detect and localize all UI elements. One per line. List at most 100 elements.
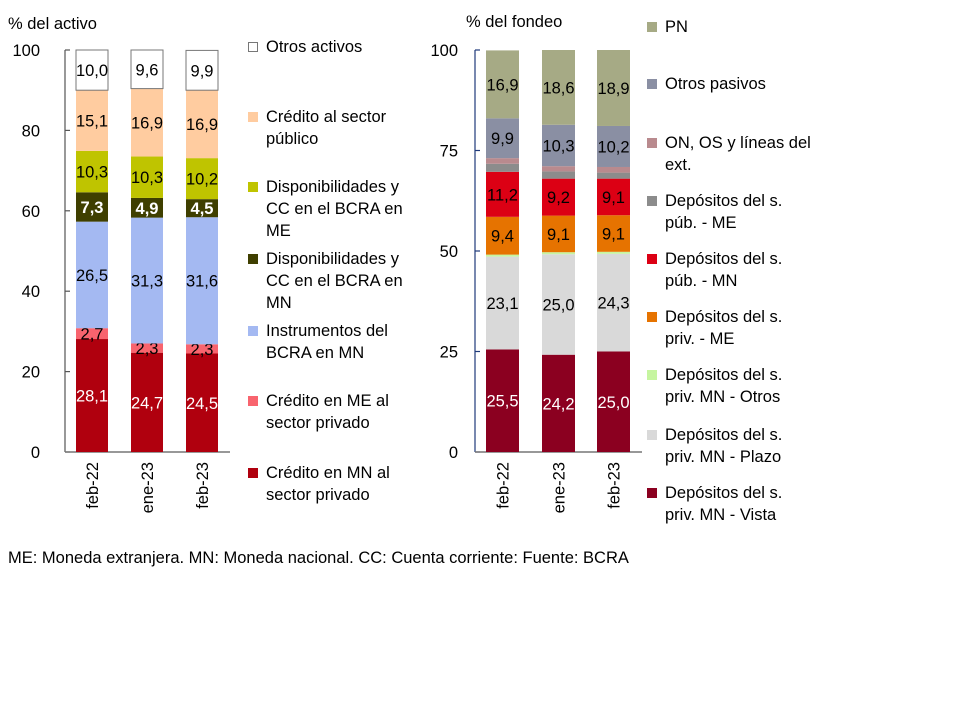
bar-segment <box>597 351 630 452</box>
y-tick-label: 50 <box>440 243 458 261</box>
bar-segment <box>597 172 630 179</box>
data-label: 10,3 <box>131 169 163 187</box>
x-tick-label: feb-22 <box>495 462 513 509</box>
bar-segment <box>76 328 108 340</box>
y-tick-label: 100 <box>430 42 458 60</box>
bar-segment <box>597 215 630 252</box>
data-label: 26,5 <box>76 267 108 285</box>
legend-label: PN <box>665 18 688 36</box>
legend-swatch <box>248 182 258 192</box>
legend-label: Crédito al sector público <box>266 108 387 148</box>
legend-swatch <box>647 196 657 206</box>
data-label: 16,9 <box>131 115 163 133</box>
bar-segment <box>186 90 218 159</box>
legend-swatch <box>647 254 657 264</box>
data-label: 23,1 <box>486 295 518 313</box>
legend-label: Disponibilidades y CC en el BCRA en MN <box>266 250 403 312</box>
legend-swatch <box>647 370 657 380</box>
bar-segment <box>186 158 218 200</box>
data-label: 9,4 <box>491 228 514 246</box>
legend-label: ON, OS y líneas del ext. <box>665 134 811 174</box>
bar-segment <box>486 50 519 119</box>
data-label: 10,3 <box>76 164 108 182</box>
data-label: 10,2 <box>597 138 629 156</box>
bar-segment <box>486 256 519 350</box>
data-label: 31,6 <box>186 273 218 291</box>
bar-segment <box>486 254 519 257</box>
data-label: 10,0 <box>76 62 108 80</box>
bar-segment <box>131 197 163 218</box>
data-label: 16,9 <box>186 116 218 134</box>
y-tick-label: 0 <box>449 444 458 462</box>
bar-segment <box>542 354 575 452</box>
legend-swatch <box>647 79 657 89</box>
bar-segment <box>76 192 108 222</box>
bar-segment <box>131 343 163 353</box>
bar-segment <box>186 199 218 218</box>
legend-swatch <box>248 254 258 264</box>
legend-swatch <box>248 326 258 336</box>
data-label: 7,3 <box>81 199 104 217</box>
x-tick-label: feb-23 <box>194 462 212 509</box>
y-tick-label: 80 <box>22 122 40 140</box>
bar-segment <box>76 221 108 329</box>
data-label: 28,1 <box>76 388 108 406</box>
fondeo-chart: % del fondeo 0 25 50 75 100 25,5 23,1 9,4 11,2 9,9… <box>430 13 642 513</box>
legend-label: Depósitos del s. priv. MN - Vista <box>665 484 783 524</box>
bar-segment <box>186 344 218 354</box>
data-label: 24,5 <box>186 395 218 413</box>
data-label: 2,3 <box>191 341 214 359</box>
bar-segment <box>542 171 575 179</box>
bar-segment <box>542 166 575 172</box>
bar-segment <box>76 150 108 193</box>
y-tick-label: 25 <box>440 344 458 362</box>
data-label: 10,2 <box>186 171 218 189</box>
legend-swatch <box>248 42 258 52</box>
y-tick-label: 75 <box>440 143 458 161</box>
data-label: 24,2 <box>542 395 574 413</box>
legend-label: Depósitos del s. priv. MN - Plazo <box>665 426 783 466</box>
x-tick-label: feb-22 <box>84 462 102 509</box>
data-label: 25,5 <box>486 393 518 411</box>
y-axis-title: % del fondeo <box>466 13 562 31</box>
x-tick-label: ene-23 <box>139 462 157 513</box>
x-tick-label: ene-23 <box>551 462 569 513</box>
data-label: 9,2 <box>547 189 570 207</box>
data-label: 2,7 <box>81 326 104 344</box>
legend-swatch <box>248 112 258 122</box>
bar-segment <box>185 49 219 91</box>
data-label: 9,1 <box>602 226 625 244</box>
legend-swatch <box>647 22 657 32</box>
legend-label: Instrumentos del BCRA en MN <box>266 322 388 362</box>
y-tick-label: 60 <box>22 203 40 221</box>
legend-label: Otros activos <box>266 38 363 56</box>
data-label: 10,3 <box>542 137 574 155</box>
y-tick-label: 100 <box>12 42 40 60</box>
bar-segment <box>186 353 218 452</box>
data-label: 25,0 <box>542 296 574 314</box>
bar-segment <box>542 254 575 355</box>
bar-segment <box>76 339 108 452</box>
bar-segment <box>597 253 630 352</box>
y-tick-label: 0 <box>31 444 40 462</box>
data-label: 24,7 <box>131 394 163 412</box>
legend-label: Depósitos del s. púb. - ME <box>665 192 783 232</box>
bar-segment <box>597 166 630 173</box>
legend-swatch <box>647 138 657 148</box>
legend-label: Otros pasivos <box>665 75 766 93</box>
charts-canvas: % del activo 0 20 40 60 80 100 28,1 2,7 26,5 7,3 10… <box>8 13 642 513</box>
data-label: 25,0 <box>597 394 629 412</box>
legend-swatch <box>248 396 258 406</box>
bar-segment <box>597 50 630 126</box>
bar-segment <box>130 49 164 90</box>
bar-segment <box>75 49 109 91</box>
bar-segment <box>542 124 575 167</box>
legend-label: Crédito en ME al sector privado <box>266 392 389 432</box>
data-label: 18,6 <box>542 79 574 97</box>
legend-label: Disponibilidades y CC en el BCRA en ME <box>266 178 403 240</box>
legend-swatch <box>647 488 657 498</box>
footnote: ME: Moneda extranjera. MN: Moneda nacion… <box>8 549 629 567</box>
bar-segment <box>542 50 575 125</box>
bar-segment <box>131 156 163 198</box>
legend-swatch <box>647 312 657 322</box>
